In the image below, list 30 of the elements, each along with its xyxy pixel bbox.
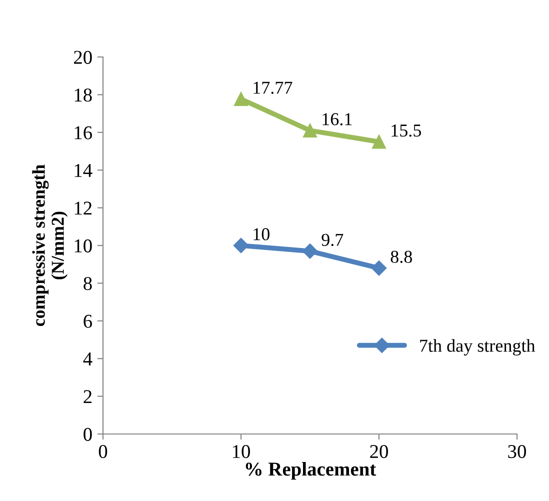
data-label: 17.77 <box>254 82 292 94</box>
x-axis-title: % Replacement <box>246 462 376 480</box>
data-label: 10 <box>254 228 270 240</box>
x-tick-label: 10 <box>232 444 250 458</box>
legend-label: 7th day strength <box>420 339 536 356</box>
y-tick-label: 14 <box>74 164 92 177</box>
y-tick-label: 8 <box>84 277 92 290</box>
point <box>303 124 317 138</box>
point <box>371 260 387 276</box>
y-tick-label: 12 <box>74 202 92 215</box>
y-tick-label: 18 <box>74 88 92 102</box>
point <box>234 92 248 106</box>
data-label: 9.7 <box>322 234 344 246</box>
y-tick-label: 4 <box>83 352 92 366</box>
data-label: 15.5 <box>392 124 422 137</box>
y-tick-label: 6 <box>84 314 92 328</box>
y-tick-label: 0 <box>84 428 92 441</box>
x-tick-label: 20 <box>370 444 388 458</box>
data-label: 16.1 <box>322 113 352 126</box>
point <box>302 244 318 259</box>
y-tick-label: 10 <box>74 239 92 252</box>
y-tick-label: 2 <box>84 390 92 404</box>
y-tick-label: 20 <box>74 50 92 64</box>
point <box>372 134 386 149</box>
x-tick-label: 0 <box>98 444 108 458</box>
x-tick-label: 30 <box>508 444 526 458</box>
y-axis-title: compressive strength (N/mm2) <box>32 164 68 326</box>
y-tick-label: 16 <box>74 126 92 140</box>
data-label: 8.8 <box>390 250 412 263</box>
point <box>233 238 249 254</box>
